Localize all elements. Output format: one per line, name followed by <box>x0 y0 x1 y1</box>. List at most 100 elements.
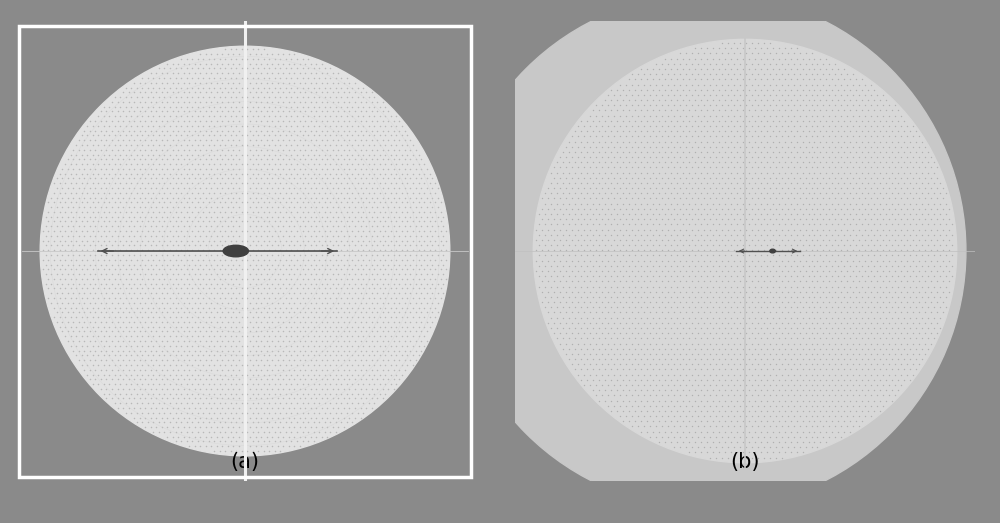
Point <box>60 203 76 211</box>
Point <box>140 313 156 321</box>
Point <box>295 83 311 92</box>
Point <box>818 241 834 249</box>
Point <box>270 423 286 431</box>
Point <box>648 350 664 358</box>
Point <box>292 117 308 125</box>
Point <box>648 184 664 192</box>
Point <box>217 122 233 130</box>
Point <box>744 391 760 400</box>
Point <box>588 225 604 234</box>
Point <box>333 217 349 225</box>
Point <box>132 136 148 144</box>
Point <box>648 422 664 430</box>
Point <box>750 443 766 451</box>
Point <box>101 150 117 158</box>
Point <box>192 366 208 374</box>
Point <box>411 150 427 158</box>
Point <box>118 160 134 168</box>
Point <box>283 437 299 446</box>
Point <box>717 303 733 312</box>
Point <box>350 236 366 245</box>
Point <box>911 298 927 306</box>
Point <box>618 360 634 369</box>
Point <box>705 231 721 239</box>
Point <box>314 117 330 125</box>
Point <box>192 222 208 231</box>
Point <box>397 318 413 326</box>
Point <box>129 256 145 264</box>
Point <box>328 265 344 274</box>
Point <box>642 81 658 89</box>
Point <box>289 275 305 283</box>
Point <box>295 428 311 436</box>
Point <box>87 136 103 144</box>
Point <box>663 417 679 426</box>
Point <box>162 285 178 293</box>
Point <box>570 256 586 265</box>
Point <box>259 260 275 269</box>
Point <box>845 122 861 130</box>
Point <box>875 246 891 255</box>
Point <box>827 402 843 410</box>
Point <box>156 361 172 369</box>
Point <box>259 232 275 240</box>
Point <box>300 141 316 149</box>
Point <box>693 138 709 146</box>
Point <box>192 107 208 116</box>
Point <box>759 313 775 322</box>
Point <box>585 147 601 156</box>
Point <box>759 293 775 301</box>
Point <box>165 232 181 240</box>
Point <box>612 174 628 182</box>
Point <box>648 111 664 120</box>
Point <box>690 49 706 58</box>
Point <box>237 78 253 87</box>
Point <box>848 96 864 104</box>
Point <box>932 293 948 301</box>
Point <box>744 319 760 327</box>
Point <box>624 132 640 141</box>
Point <box>170 318 186 326</box>
Point <box>369 385 385 393</box>
Point <box>433 275 449 283</box>
Point <box>242 203 258 211</box>
Point <box>759 407 775 415</box>
Point <box>372 332 388 340</box>
Point <box>380 232 396 240</box>
Point <box>645 147 661 156</box>
Point <box>729 252 745 260</box>
Point <box>786 122 802 130</box>
Point <box>43 260 59 269</box>
Point <box>893 350 909 358</box>
Point <box>292 375 308 383</box>
Point <box>126 289 142 298</box>
Point <box>756 101 772 109</box>
Point <box>220 184 236 192</box>
Point <box>546 308 562 316</box>
Point <box>618 288 634 296</box>
Point <box>433 208 449 216</box>
Point <box>165 433 181 441</box>
Point <box>600 90 616 99</box>
Point <box>303 318 319 326</box>
Point <box>344 179 360 187</box>
Point <box>699 407 715 415</box>
Point <box>339 131 355 140</box>
Point <box>201 55 217 63</box>
Point <box>212 64 228 73</box>
Point <box>212 418 228 427</box>
Point <box>720 174 736 182</box>
Point <box>747 241 763 249</box>
Point <box>145 198 161 207</box>
Point <box>774 60 790 68</box>
Point <box>627 138 643 146</box>
Point <box>184 275 200 283</box>
Point <box>49 251 65 259</box>
Point <box>422 313 438 321</box>
Point <box>827 195 843 203</box>
Point <box>217 380 233 388</box>
Point <box>723 106 739 115</box>
Point <box>286 299 302 307</box>
Point <box>690 319 706 327</box>
Point <box>594 122 610 130</box>
